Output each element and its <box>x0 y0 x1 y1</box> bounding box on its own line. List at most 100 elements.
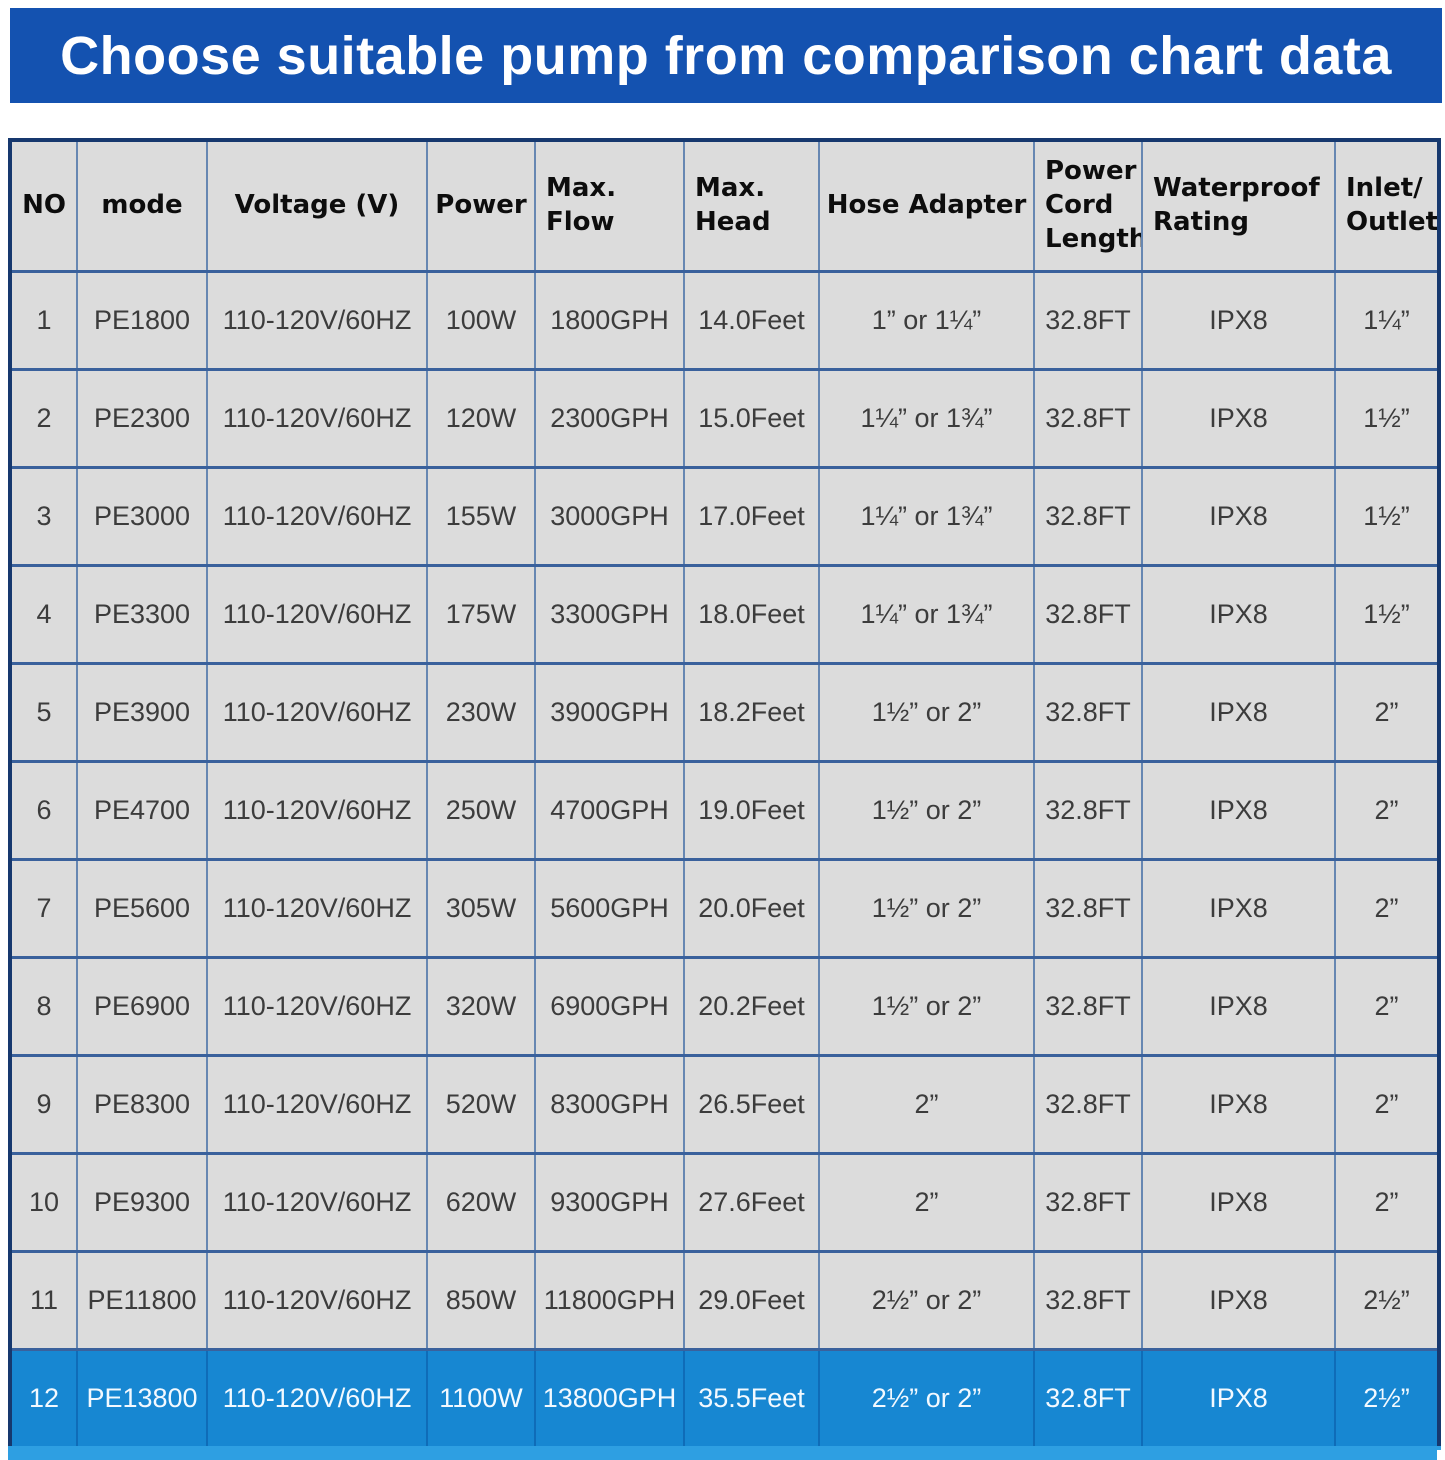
cell-row1-mode: PE1800 <box>76 270 208 371</box>
cell-row1-max-head: 14.0Feet <box>683 270 820 371</box>
cell-row7-max-flow: 5600GPH <box>534 858 685 959</box>
column-header-mode: mode <box>76 138 208 273</box>
cell-row9-max-flow: 8300GPH <box>534 1054 685 1155</box>
cell-row12-inlet-outlet: 2½” <box>1334 1348 1440 1450</box>
cell-row3-max-head: 17.0Feet <box>683 466 820 567</box>
cell-row10-hose-adapter: 2” <box>818 1152 1035 1253</box>
cell-row1-no: 1 <box>9 270 78 371</box>
pump-comparison-table: NO mode Voltage (V) Power Max. Flow Max. Head… <box>8 138 1441 1450</box>
cell-row3-inlet-outlet: 1½” <box>1334 466 1440 567</box>
cell-row3-hose-adapter: 1¼” or 1¾” <box>818 466 1035 567</box>
cell-row11-max-head: 29.0Feet <box>683 1250 820 1351</box>
cell-row4-voltage: 110-120V/60HZ <box>206 564 428 665</box>
cell-row3-power-cord-length: 32.8FT <box>1033 466 1143 567</box>
page-title: Choose suitable pump from comparison cha… <box>60 25 1392 86</box>
cell-row5-inlet-outlet: 2” <box>1334 662 1440 763</box>
cell-row3-max-flow: 3000GPH <box>534 466 685 567</box>
cell-row8-voltage: 110-120V/60HZ <box>206 956 428 1057</box>
cell-row7-voltage: 110-120V/60HZ <box>206 858 428 959</box>
cell-row3-voltage: 110-120V/60HZ <box>206 466 428 567</box>
cell-row3-power: 155W <box>426 466 536 567</box>
cell-row6-mode: PE4700 <box>76 760 208 861</box>
table-row-10: 10 PE9300 110-120V/60HZ 620W 9300GPH 27.6Feet… <box>9 1152 1440 1253</box>
cell-row11-max-flow: 11800GPH <box>534 1250 685 1351</box>
cell-row1-power-cord-length: 32.8FT <box>1033 270 1143 371</box>
cell-row2-mode: PE2300 <box>76 368 208 469</box>
cell-row11-hose-adapter: 2½” or 2” <box>818 1250 1035 1351</box>
cell-row5-max-flow: 3900GPH <box>534 662 685 763</box>
cell-row10-max-flow: 9300GPH <box>534 1152 685 1253</box>
cell-row6-no: 6 <box>9 760 78 861</box>
cell-row12-no: 12 <box>9 1348 78 1450</box>
cell-row11-power: 850W <box>426 1250 536 1351</box>
cell-row7-hose-adapter: 1½” or 2” <box>818 858 1035 959</box>
cell-row9-no: 9 <box>9 1054 78 1155</box>
cell-row9-mode: PE8300 <box>76 1054 208 1155</box>
column-header-hose-adapter: Hose Adapter <box>818 138 1035 273</box>
cell-row6-inlet-outlet: 2” <box>1334 760 1440 861</box>
cell-row11-waterproof-rating: IPX8 <box>1141 1250 1336 1351</box>
cell-row1-inlet-outlet: 1¼” <box>1334 270 1440 371</box>
cell-row6-waterproof-rating: IPX8 <box>1141 760 1336 861</box>
cell-row5-waterproof-rating: IPX8 <box>1141 662 1336 763</box>
table-row-8: 8 PE6900 110-120V/60HZ 320W 6900GPH 20.2Feet 1… <box>9 956 1440 1057</box>
cell-row5-max-head: 18.2Feet <box>683 662 820 763</box>
cell-row8-power-cord-length: 32.8FT <box>1033 956 1143 1057</box>
table-row-12: 12 PE13800 110-120V/60HZ 1100W 13800GPH 35.5F… <box>9 1348 1440 1450</box>
cell-row8-max-head: 20.2Feet <box>683 956 820 1057</box>
cell-row4-power: 175W <box>426 564 536 665</box>
cell-row12-voltage: 110-120V/60HZ <box>206 1348 428 1450</box>
cell-row4-max-flow: 3300GPH <box>534 564 685 665</box>
cell-row1-voltage: 110-120V/60HZ <box>206 270 428 371</box>
cell-row12-max-head: 35.5Feet <box>683 1348 820 1450</box>
cell-row2-waterproof-rating: IPX8 <box>1141 368 1336 469</box>
table-header-row: NO mode Voltage (V) Power Max. Flow Max. Head… <box>9 138 1440 273</box>
column-header-max-flow: Max. Flow <box>534 138 685 273</box>
cell-row2-no: 2 <box>9 368 78 469</box>
cell-row5-no: 5 <box>9 662 78 763</box>
cell-row1-waterproof-rating: IPX8 <box>1141 270 1336 371</box>
cell-row4-no: 4 <box>9 564 78 665</box>
cell-row5-voltage: 110-120V/60HZ <box>206 662 428 763</box>
cell-row10-max-head: 27.6Feet <box>683 1152 820 1253</box>
cell-row6-power: 250W <box>426 760 536 861</box>
table-body: 1 PE1800 110-120V/60HZ 100W 1800GPH 14.0Feet 1… <box>9 270 1440 1450</box>
cell-row1-hose-adapter: 1” or 1¼” <box>818 270 1035 371</box>
cell-row7-power: 305W <box>426 858 536 959</box>
table-row-4: 4 PE3300 110-120V/60HZ 175W 3300GPH 18.0Feet 1… <box>9 564 1440 665</box>
cell-row10-mode: PE9300 <box>76 1152 208 1253</box>
cell-row6-power-cord-length: 32.8FT <box>1033 760 1143 861</box>
cell-row11-no: 11 <box>9 1250 78 1351</box>
cell-row12-power: 1100W <box>426 1348 536 1450</box>
cell-row6-max-head: 19.0Feet <box>683 760 820 861</box>
table-row-9: 9 PE8300 110-120V/60HZ 520W 8300GPH 26.5Feet 2… <box>9 1054 1440 1155</box>
cell-row8-inlet-outlet: 2” <box>1334 956 1440 1057</box>
cell-row2-voltage: 110-120V/60HZ <box>206 368 428 469</box>
column-header-no: NO <box>9 138 78 273</box>
cell-row8-no: 8 <box>9 956 78 1057</box>
cell-row7-inlet-outlet: 2” <box>1334 858 1440 959</box>
cell-row9-power: 520W <box>426 1054 536 1155</box>
cell-row3-waterproof-rating: IPX8 <box>1141 466 1336 567</box>
cell-row6-max-flow: 4700GPH <box>534 760 685 861</box>
cell-row7-waterproof-rating: IPX8 <box>1141 858 1336 959</box>
cell-row5-hose-adapter: 1½” or 2” <box>818 662 1035 763</box>
table-row-3: 3 PE3000 110-120V/60HZ 155W 3000GPH 17.0Feet 1… <box>9 466 1440 567</box>
cell-row7-no: 7 <box>9 858 78 959</box>
cell-row8-waterproof-rating: IPX8 <box>1141 956 1336 1057</box>
table-row-1: 1 PE1800 110-120V/60HZ 100W 1800GPH 14.0Feet 1… <box>9 270 1440 371</box>
cell-row5-mode: PE3900 <box>76 662 208 763</box>
column-header-voltage: Voltage (V) <box>206 138 428 273</box>
cell-row12-mode: PE13800 <box>76 1348 208 1450</box>
cell-row9-power-cord-length: 32.8FT <box>1033 1054 1143 1155</box>
cell-row7-power-cord-length: 32.8FT <box>1033 858 1143 959</box>
cell-row2-max-flow: 2300GPH <box>534 368 685 469</box>
cell-row2-hose-adapter: 1¼” or 1¾” <box>818 368 1035 469</box>
cell-row2-inlet-outlet: 1½” <box>1334 368 1440 469</box>
cell-row8-max-flow: 6900GPH <box>534 956 685 1057</box>
table-header: NO mode Voltage (V) Power Max. Flow Max. Head… <box>9 138 1440 273</box>
cell-row12-waterproof-rating: IPX8 <box>1141 1348 1336 1450</box>
cell-row4-max-head: 18.0Feet <box>683 564 820 665</box>
column-header-max-head: Max. Head <box>683 138 820 273</box>
cell-row8-power: 320W <box>426 956 536 1057</box>
